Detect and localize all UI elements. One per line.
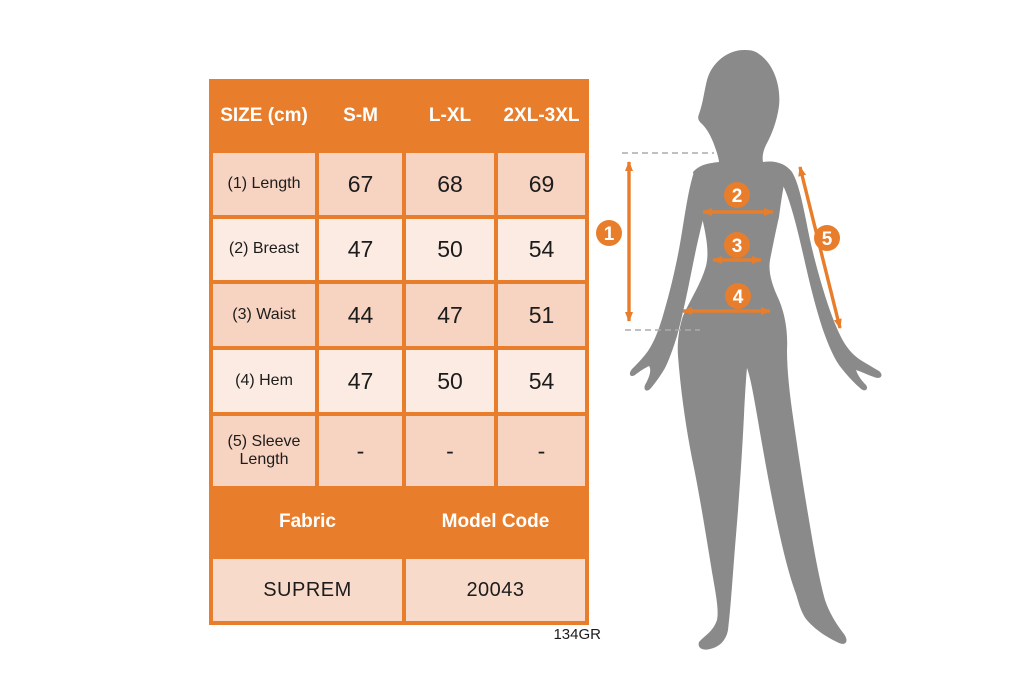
- value-sleeve-lxl: -: [406, 416, 494, 486]
- woman-silhouette-body: [677, 50, 847, 650]
- value-length-2xl3xl: 69: [498, 153, 585, 215]
- value-waist-2xl3xl: 51: [498, 284, 585, 346]
- marker-circle-3: [724, 232, 750, 258]
- marker-badge-3: 3: [724, 232, 750, 258]
- marker-circle-1: [596, 220, 622, 246]
- model-code-value: 20043: [406, 559, 585, 621]
- marker-badge-2: 2: [724, 182, 750, 208]
- woman-silhouette-right-arm: [763, 161, 882, 391]
- marker-badge-1: 1: [596, 220, 622, 246]
- size-column-header-sm: S-M: [319, 83, 402, 149]
- value-sleeve-2xl3xl: -: [498, 416, 585, 486]
- value-length-lxl: 68: [406, 153, 494, 215]
- value-hem-sm: 47: [319, 350, 402, 412]
- value-breast-2xl3xl: 54: [498, 219, 585, 280]
- marker-number-2: 2: [732, 186, 743, 207]
- size-column-header-lxl: L-XL: [406, 83, 494, 149]
- marker-number-1: 1: [604, 224, 615, 245]
- measurement-figure: 1 2 3 4 5: [596, 50, 882, 650]
- row-label-breast: (2) Breast: [213, 219, 315, 280]
- row-label-length: (1) Length: [213, 153, 315, 215]
- size-table-corner-header: SIZE (cm): [213, 83, 315, 149]
- weight-note: 134GR: [553, 626, 601, 643]
- fabric-value: SUPREM: [213, 559, 402, 621]
- marker-circle-2: [724, 182, 750, 208]
- value-hem-2xl3xl: 54: [498, 350, 585, 412]
- row-label-sleeve-length: (5) Sleeve Length: [213, 416, 315, 486]
- row-label-hem: (4) Hem: [213, 350, 315, 412]
- value-breast-lxl: 50: [406, 219, 494, 280]
- size-column-header-2xl3xl: 2XL-3XL: [498, 83, 585, 149]
- marker-circle-5: [814, 225, 840, 251]
- marker-number-5: 5: [822, 229, 833, 250]
- value-breast-sm: 47: [319, 219, 402, 280]
- marker-number-3: 3: [732, 236, 743, 257]
- value-length-sm: 67: [319, 153, 402, 215]
- value-sleeve-sm: -: [319, 416, 402, 486]
- woman-silhouette-left-arm: [629, 162, 721, 391]
- marker-number-4: 4: [733, 287, 744, 308]
- marker-circle-4: [725, 283, 751, 309]
- marker-badge-5: 5: [814, 225, 840, 251]
- value-waist-lxl: 47: [406, 284, 494, 346]
- value-waist-sm: 44: [319, 284, 402, 346]
- fabric-header: Fabric: [213, 490, 402, 555]
- size-table: SIZE (cm) S-M L-XL 2XL-3XL (1) Length 67…: [209, 79, 589, 625]
- row-label-waist: (3) Waist: [213, 284, 315, 346]
- marker-badge-4: 4: [725, 283, 751, 309]
- value-hem-lxl: 50: [406, 350, 494, 412]
- model-code-header: Model Code: [406, 490, 585, 555]
